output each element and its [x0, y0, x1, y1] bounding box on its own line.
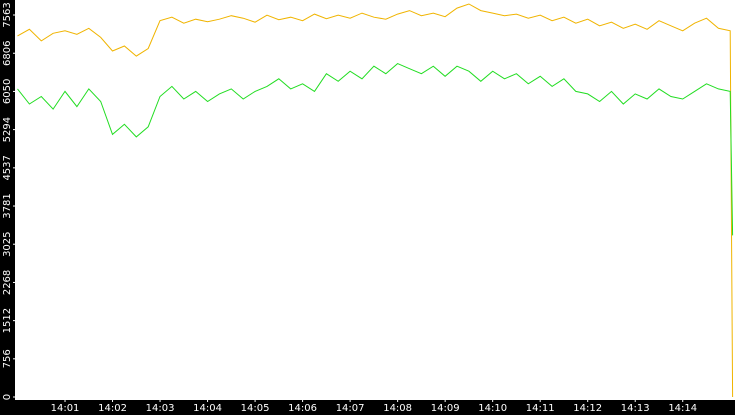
y-tick-label: 7563 — [2, 2, 13, 27]
y-tick-label: 3025 — [2, 231, 13, 256]
x-tick-label: 14:08 — [383, 403, 412, 414]
x-tick-label: 14:14 — [668, 403, 697, 414]
y-tick-label: 5294 — [2, 117, 13, 142]
x-tick-label: 14:03 — [146, 403, 175, 414]
x-tick-label: 14:09 — [431, 403, 460, 414]
y-tick-label: 2268 — [2, 270, 13, 295]
x-tick-label: 14:06 — [288, 403, 317, 414]
y-axis-band — [0, 0, 15, 415]
y-tick-label: 0 — [2, 394, 13, 400]
y-tick-label: 756 — [2, 349, 13, 368]
x-tick-label: 14:04 — [193, 403, 222, 414]
x-tick-label: 14:05 — [241, 403, 270, 414]
x-tick-label: 14:02 — [98, 403, 127, 414]
y-tick-label: 6806 — [2, 41, 13, 66]
y-tick-label: 4537 — [2, 155, 13, 180]
y-tick-label: 6050 — [2, 79, 13, 104]
x-axis-band — [0, 400, 735, 415]
x-tick-label: 14:01 — [51, 403, 80, 414]
y-tick-label: 1512 — [2, 308, 13, 333]
x-tick-label: 14:13 — [621, 403, 650, 414]
x-tick-label: 14:07 — [336, 403, 365, 414]
series-line — [17, 63, 734, 236]
series-line — [17, 3, 734, 398]
y-tick-label: 3781 — [2, 193, 13, 218]
x-tick-label: 14:11 — [526, 403, 555, 414]
x-tick-label: 14:10 — [478, 403, 507, 414]
x-tick-label: 14:12 — [573, 403, 602, 414]
